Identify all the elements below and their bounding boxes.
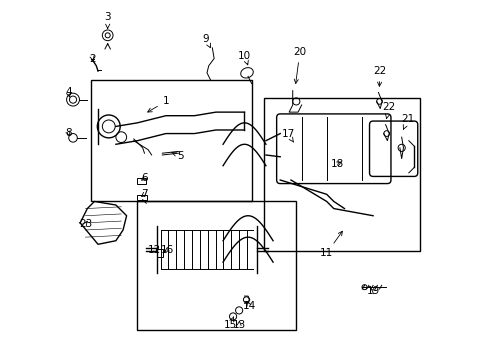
Bar [264, 98, 419, 251]
Text: 19: 19 [366, 286, 379, 296]
Text: 12: 12 [147, 245, 161, 255]
Text: 3: 3 [104, 13, 111, 28]
Text: 22: 22 [382, 103, 395, 118]
Text: 22: 22 [373, 66, 386, 86]
Text: 8: 8 [65, 128, 72, 138]
Text: 13: 13 [232, 320, 245, 330]
Text: 16: 16 [161, 245, 174, 255]
Text: 15: 15 [223, 317, 236, 330]
Text: 2: 2 [89, 54, 96, 64]
Bar [91, 80, 251, 202]
Bar [157, 249, 163, 257]
Bar [136, 195, 146, 200]
Text: 21: 21 [401, 113, 414, 129]
Text: 14: 14 [242, 301, 255, 311]
Text: 7: 7 [141, 189, 147, 199]
Text: 17: 17 [281, 129, 294, 142]
Text: 20: 20 [293, 47, 306, 84]
Text: 1: 1 [147, 96, 169, 112]
Text: 23: 23 [79, 219, 92, 229]
Bar [136, 178, 145, 184]
Text: 10: 10 [238, 51, 250, 65]
Text: 6: 6 [141, 173, 147, 183]
Text: 18: 18 [330, 159, 343, 169]
Text: 11: 11 [319, 231, 342, 258]
Text: 9: 9 [202, 34, 210, 48]
Text: 4: 4 [65, 87, 72, 98]
Bar [137, 202, 296, 330]
Text: 5: 5 [171, 151, 183, 161]
